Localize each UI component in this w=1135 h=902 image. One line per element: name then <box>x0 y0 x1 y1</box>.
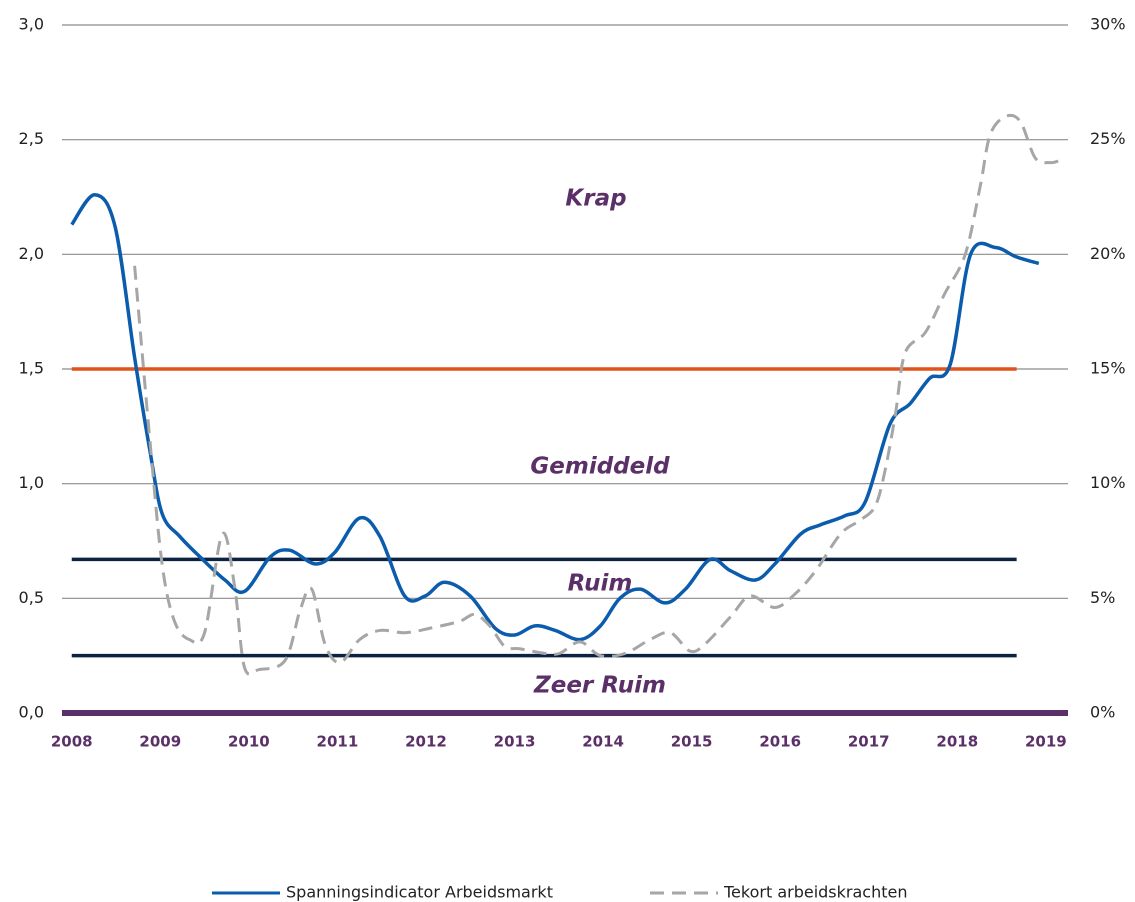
x-tick-label: 2016 <box>759 733 801 751</box>
zone-label: Ruim <box>568 571 633 597</box>
zone-label: Gemiddeld <box>530 454 670 480</box>
zone-label: Krap <box>565 186 626 212</box>
x-tick-label: 2015 <box>671 733 713 751</box>
x-tick-label: 2017 <box>848 733 890 751</box>
y2-tick-label: 30% <box>1090 15 1126 34</box>
y-tick-label: 3,0 <box>19 15 44 34</box>
x-tick-label: 2018 <box>936 733 978 751</box>
y-tick-label: 2,5 <box>19 129 44 148</box>
legend-label: Tekort arbeidskrachten <box>723 883 907 902</box>
x-tick-label: 2012 <box>405 733 447 751</box>
y2-tick-label: 20% <box>1090 244 1126 263</box>
y2-tick-label: 0% <box>1090 703 1115 722</box>
line-series <box>70 192 1040 642</box>
x-tick-label: 2011 <box>317 733 359 751</box>
zone-label: Zeer Ruim <box>533 673 666 699</box>
y2-tick-label: 5% <box>1090 588 1115 607</box>
y-tick-label: 1,0 <box>19 473 44 492</box>
x-tick-label: 2010 <box>228 733 270 751</box>
y-tick-label: 0,5 <box>19 588 44 607</box>
x-tick-label: 2008 <box>51 733 93 751</box>
x-tick-label: 2014 <box>582 733 624 751</box>
x-tick-label: 2009 <box>139 733 181 751</box>
y2-tick-label: 25% <box>1090 129 1126 148</box>
x-tick-label: 2019 <box>1025 733 1067 751</box>
y2-tick-label: 10% <box>1090 473 1126 492</box>
y-tick-label: 0,0 <box>19 703 44 722</box>
y-tick-label: 1,5 <box>19 359 44 378</box>
y2-tick-label: 15% <box>1090 359 1126 378</box>
x-tick-label: 2013 <box>494 733 536 751</box>
legend-label: Spanningsindicator Arbeidsmarkt <box>286 883 553 902</box>
line-series <box>133 113 1061 676</box>
y-tick-label: 2,0 <box>19 244 44 263</box>
